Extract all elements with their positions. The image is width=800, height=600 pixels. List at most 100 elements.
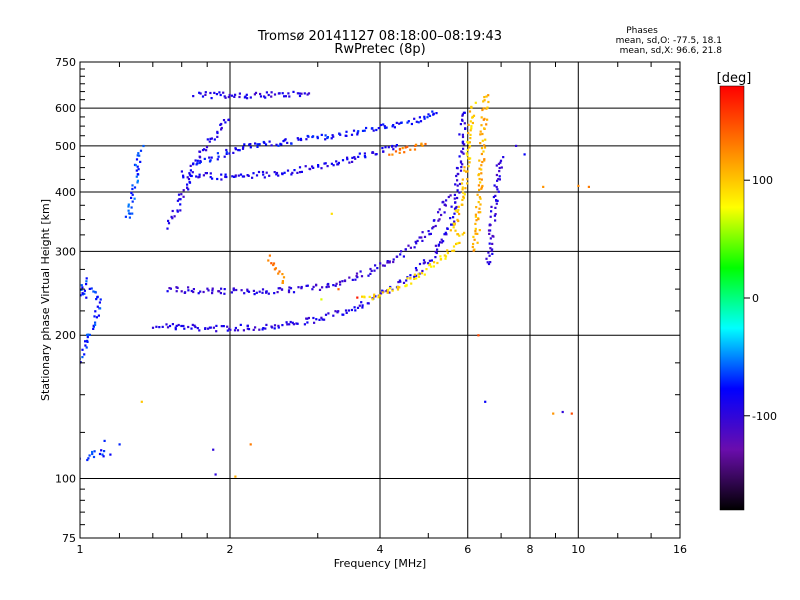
data-point — [373, 295, 376, 298]
data-point — [175, 324, 178, 327]
data-point — [176, 199, 179, 202]
data-point — [460, 182, 464, 185]
data-point — [270, 262, 273, 265]
data-point — [354, 309, 357, 312]
data-point — [131, 212, 134, 215]
data-point — [236, 329, 240, 332]
data-point — [452, 226, 455, 229]
data-point — [495, 164, 498, 167]
data-point — [430, 259, 433, 262]
data-point — [83, 353, 86, 356]
data-point — [372, 151, 375, 154]
data-point — [174, 328, 177, 331]
phases-header: Phases — [626, 26, 658, 36]
data-point — [95, 298, 98, 301]
data-point — [472, 249, 475, 252]
data-point — [194, 325, 197, 329]
data-point — [171, 209, 174, 213]
data-point — [167, 222, 171, 225]
data-point — [139, 149, 143, 152]
data-point — [454, 207, 457, 210]
data-point — [243, 292, 246, 295]
data-point — [460, 150, 463, 153]
data-point — [356, 133, 359, 136]
data-point — [461, 142, 464, 145]
data-point — [479, 203, 482, 206]
data-point — [456, 167, 459, 170]
data-point — [406, 277, 409, 280]
data-point — [270, 95, 273, 98]
data-point — [240, 289, 243, 292]
data-point — [498, 178, 501, 181]
data-point — [472, 242, 475, 246]
data-point — [456, 210, 459, 213]
data-point — [413, 273, 416, 276]
data-point — [81, 292, 84, 295]
data-point — [273, 327, 276, 330]
data-point — [202, 174, 205, 177]
data-point — [285, 321, 288, 324]
data-point — [189, 164, 192, 167]
data-point — [416, 239, 419, 242]
data-point — [392, 260, 395, 264]
data-point — [447, 195, 450, 199]
data-point — [479, 197, 482, 200]
data-point — [135, 158, 139, 161]
data-point — [210, 97, 213, 100]
data-point — [561, 410, 564, 414]
data-point — [465, 152, 468, 155]
data-point — [478, 207, 481, 210]
data-point — [552, 412, 555, 415]
data-point — [483, 146, 487, 149]
data-point — [355, 275, 358, 278]
data-point — [331, 134, 334, 137]
data-point — [234, 174, 237, 177]
data-point — [174, 326, 177, 329]
data-point — [381, 291, 384, 294]
data-point — [391, 153, 394, 156]
data-point — [423, 273, 426, 276]
data-point — [205, 149, 208, 152]
data-point — [459, 160, 463, 163]
data-point — [282, 276, 286, 279]
data-point — [232, 151, 235, 154]
data-point — [201, 95, 205, 98]
data-point — [370, 269, 373, 272]
data-point — [488, 254, 491, 257]
data-point — [284, 95, 287, 98]
data-point — [196, 159, 199, 162]
data-point — [192, 95, 195, 98]
data-point — [456, 242, 459, 245]
data-point — [245, 93, 248, 96]
data-point — [420, 236, 423, 239]
data-point — [481, 139, 484, 142]
data-point — [130, 206, 133, 209]
data-point — [455, 174, 458, 178]
data-point — [346, 158, 349, 161]
data-point — [165, 323, 168, 326]
data-point — [435, 251, 438, 255]
data-point — [474, 230, 477, 233]
data-point — [158, 326, 161, 329]
data-point — [477, 211, 480, 214]
data-point — [136, 154, 139, 157]
data-point — [215, 330, 218, 333]
data-point — [456, 179, 459, 182]
data-point — [383, 125, 386, 128]
data-point — [180, 324, 183, 328]
data-point — [381, 289, 384, 292]
data-point — [449, 229, 452, 232]
data-point — [187, 188, 190, 191]
data-point — [461, 178, 464, 181]
data-point — [436, 248, 439, 251]
data-point — [338, 132, 341, 135]
data-point — [137, 152, 140, 155]
data-point — [437, 219, 440, 222]
x-tick-label: 2 — [227, 543, 234, 556]
data-point — [273, 292, 276, 295]
data-point — [341, 313, 344, 316]
data-point — [320, 167, 323, 170]
data-point — [265, 290, 268, 293]
data-point — [127, 205, 130, 208]
data-point — [275, 173, 278, 176]
